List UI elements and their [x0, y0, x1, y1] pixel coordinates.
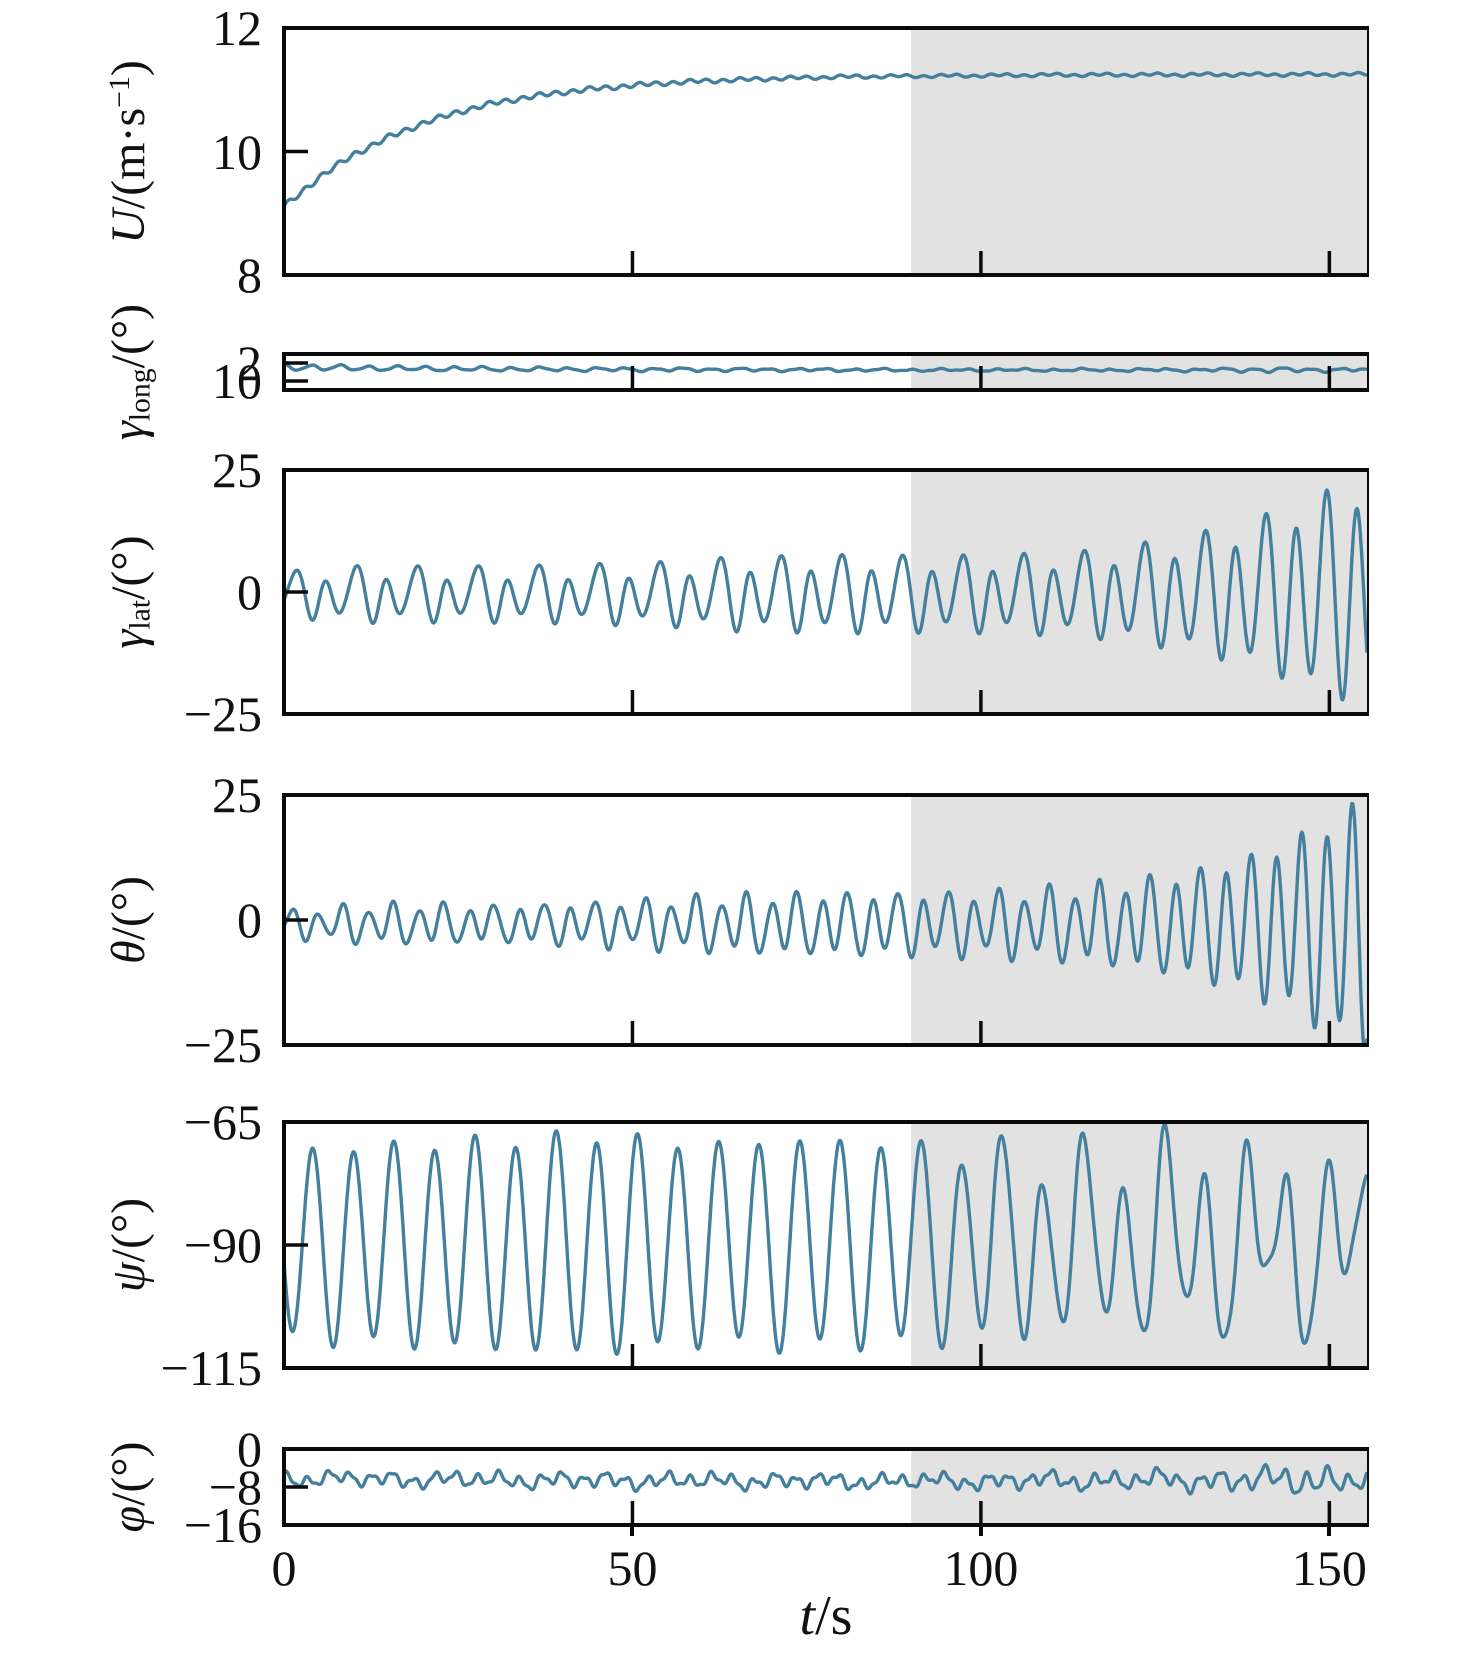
panel-border	[282, 352, 1369, 392]
y-tick-label: −65	[183, 1094, 262, 1150]
stabilization-shade	[911, 28, 1367, 275]
y-axis-label-part: /(m·s	[101, 107, 155, 209]
y-axis-label-part: θ	[101, 940, 155, 965]
y-tick-label: 10	[212, 123, 262, 180]
y-tick-label: −115	[160, 1340, 262, 1396]
series-line-phi	[286, 1463, 1367, 1496]
y-tick-label: −25	[183, 1017, 262, 1073]
y-tick-label: 25	[212, 767, 262, 823]
y-tick-label: 2	[237, 335, 262, 391]
panel-border	[282, 793, 1369, 1047]
x-axis-label-part: t	[799, 1585, 816, 1647]
panel-svg-U	[282, 26, 1369, 277]
y-axis-label-part: /(°)	[101, 535, 155, 600]
series-line-gamma_long	[286, 362, 1367, 375]
y-axis-label-part: lat	[123, 599, 157, 630]
stabilization-shade	[911, 470, 1367, 714]
stabilization-shade	[911, 1122, 1367, 1368]
panel-svg-theta	[282, 793, 1369, 1047]
y-axis-label-part: )	[101, 59, 155, 76]
x-axis-label: t/s	[726, 1584, 926, 1648]
y-axis-label-part: /(°)	[101, 303, 155, 369]
y-tick-label: −25	[183, 686, 262, 742]
y-axis-label-theta: θ/(°)	[92, 750, 164, 1090]
y-axis-label-gamma_lat: γ lat/(°)	[92, 422, 164, 762]
y-axis-label-part: ψ	[101, 1262, 155, 1293]
x-tick-stub	[630, 1524, 635, 1536]
y-axis-label-part: /(°)	[101, 875, 155, 941]
x-axis-label-part: /s	[815, 1585, 853, 1647]
x-tick-label: 0	[271, 1540, 297, 1596]
series-line-psi	[286, 1123, 1367, 1356]
panel-svg-psi	[282, 1120, 1369, 1370]
y-tick-label: 0	[237, 892, 262, 948]
series-line-theta	[286, 801, 1367, 1044]
y-tick-label: 8	[237, 247, 262, 303]
stabilization-shade	[911, 795, 1367, 1045]
y-tick-label: 10	[212, 353, 262, 409]
series-line-U	[286, 70, 1367, 207]
y-tick-label: 25	[212, 442, 262, 498]
panel-svg-gamma_lat	[282, 468, 1369, 716]
y-tick-label: −90	[183, 1217, 262, 1273]
y-axis-label-part: long	[123, 368, 157, 422]
panel-svg-gamma_long	[282, 352, 1369, 392]
panel-border	[282, 26, 1369, 277]
panel-svg-phi	[282, 1447, 1369, 1527]
y-axis-label-part: /(°)	[101, 1441, 155, 1506]
x-tick-stub	[1327, 1524, 1332, 1536]
y-tick-label: 12	[212, 0, 262, 56]
x-tick-label: 50	[607, 1540, 658, 1596]
y-axis-label-part: γ	[101, 629, 155, 649]
y-tick-label: −8	[208, 1459, 262, 1515]
series-line-gamma_lat	[286, 488, 1367, 702]
x-tick-label: 100	[943, 1540, 1019, 1596]
y-axis-label-phi: φ/(°)	[92, 1317, 164, 1657]
y-tick-label: 0	[237, 564, 262, 620]
y-axis-label-part: −1	[102, 75, 136, 108]
y-tick-label: −16	[183, 1497, 262, 1553]
y-tick-label: 0	[237, 1421, 262, 1477]
y-axis-label-part: φ	[101, 1505, 155, 1533]
x-tick-stub	[978, 1524, 983, 1536]
panel-border	[282, 1120, 1369, 1370]
y-axis-label-part: /(°)	[101, 1197, 155, 1263]
x-tick-label: 150	[1291, 1540, 1367, 1596]
panel-border	[282, 1447, 1369, 1527]
panel-border	[282, 468, 1369, 716]
